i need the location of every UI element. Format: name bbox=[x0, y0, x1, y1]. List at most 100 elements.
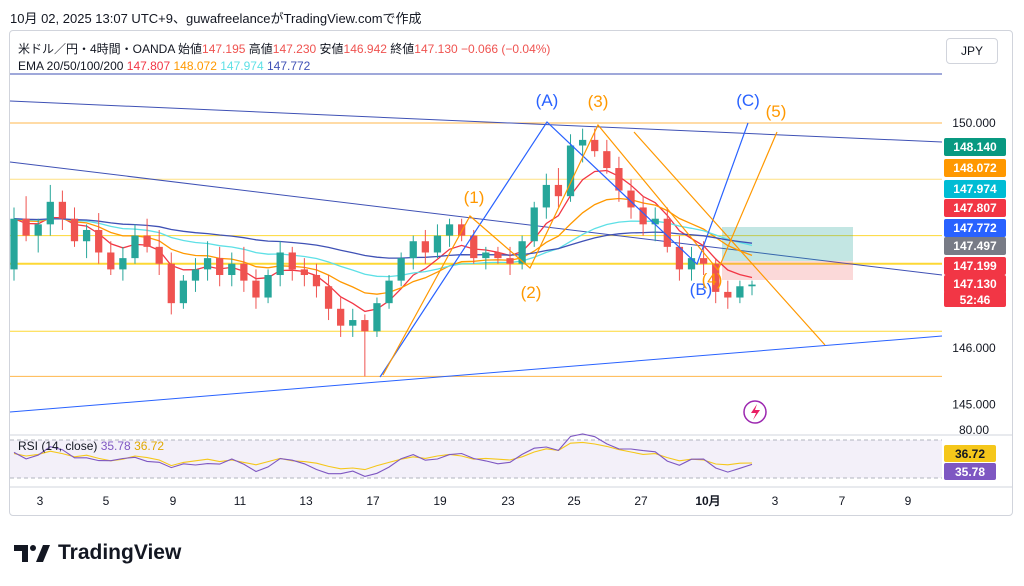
rsi-ma-tag: 36.72 bbox=[955, 447, 985, 461]
candle-body bbox=[276, 252, 284, 276]
candle-body bbox=[155, 246, 163, 264]
x-axis-tick-1: 5 bbox=[103, 494, 110, 508]
candle-body bbox=[506, 258, 514, 264]
price-tag-4: 147.772 bbox=[953, 221, 997, 235]
y-axis-tick-2: 145.000 bbox=[952, 398, 996, 412]
candle-body bbox=[397, 258, 405, 281]
ema50-value: 148.072 bbox=[173, 59, 217, 73]
wave-label-orange-0: (1) bbox=[464, 188, 485, 207]
candle-body bbox=[337, 308, 345, 326]
ema20-value: 147.807 bbox=[126, 59, 171, 73]
candle-body bbox=[82, 229, 91, 242]
candle-body bbox=[312, 275, 321, 287]
wave-label-orange-2: (3) bbox=[588, 92, 609, 111]
rsi-line bbox=[13, 433, 753, 477]
price-tag-bg-4 bbox=[944, 219, 1006, 237]
price-tag-bg-8 bbox=[944, 291, 1006, 307]
alert-bolt-icon bbox=[751, 404, 760, 420]
candle-body bbox=[10, 218, 18, 270]
candle-body bbox=[228, 263, 236, 276]
footer-brand-text: TradingView bbox=[58, 541, 182, 564]
candle-body bbox=[494, 252, 502, 259]
position-profit-zone bbox=[722, 227, 853, 261]
ema100-line bbox=[13, 218, 753, 278]
candle-body bbox=[542, 184, 550, 208]
wave-label-orange-1: (2) bbox=[521, 283, 542, 302]
candle-body bbox=[675, 246, 684, 270]
ema200-line bbox=[13, 218, 753, 259]
footer-brand: TradingView bbox=[14, 541, 181, 565]
rsi-legend-value: 35.78 bbox=[101, 439, 134, 453]
alert-icon bbox=[743, 400, 767, 424]
candle-body bbox=[458, 224, 466, 236]
price-tag-0: 148.140 bbox=[953, 140, 997, 154]
currency-button[interactable]: JPY bbox=[946, 38, 998, 64]
candle-body bbox=[639, 207, 647, 225]
candle-body bbox=[591, 139, 599, 152]
candle-body bbox=[530, 207, 538, 242]
candle-body bbox=[748, 284, 756, 287]
candle-body bbox=[687, 258, 696, 270]
candle-body bbox=[143, 235, 151, 247]
position-loss-zone bbox=[722, 261, 853, 280]
chart-frame bbox=[9, 30, 1013, 516]
candle-body bbox=[191, 269, 200, 281]
candle-body bbox=[699, 258, 708, 264]
rsi-tag: 35.78 bbox=[955, 465, 985, 479]
candle-body bbox=[119, 258, 127, 270]
candle-body bbox=[470, 235, 478, 259]
price-tag-bg-0 bbox=[944, 138, 1006, 156]
candle-body bbox=[240, 263, 248, 281]
candle-body bbox=[615, 168, 623, 191]
candle-body bbox=[107, 252, 115, 270]
ohlc-legend: 米ドル／円・4時間・OANDA 始値147.195 高値147.230 安値14… bbox=[18, 40, 550, 57]
candle-body bbox=[58, 201, 67, 219]
candle-body bbox=[252, 280, 260, 298]
price-tag-bg-3 bbox=[944, 199, 1006, 217]
wave-label-orange-4: (5) bbox=[766, 102, 787, 121]
price-tag-2: 147.974 bbox=[953, 182, 997, 196]
candle-body bbox=[264, 275, 272, 298]
x-axis-tick-12: 7 bbox=[839, 494, 846, 508]
candle-body bbox=[712, 263, 720, 292]
candle-body bbox=[46, 201, 54, 225]
y-axis-tick-1: 146.000 bbox=[952, 341, 996, 355]
candle-body bbox=[34, 224, 42, 236]
trendline-middle bbox=[9, 161, 943, 276]
wave-label-orange-3: (4) bbox=[702, 270, 723, 289]
x-axis-tick-3: 11 bbox=[234, 494, 247, 508]
symbol-label[interactable]: 米ドル／円・4時間・OANDA bbox=[18, 42, 175, 56]
x-axis-tick-8: 25 bbox=[567, 494, 581, 508]
candle-body bbox=[385, 280, 393, 304]
candle-body bbox=[518, 241, 526, 264]
price-tag-5: 147.497 bbox=[953, 239, 997, 253]
rsi-label-name: RSI (14, close) bbox=[18, 439, 101, 453]
x-axis-tick-11: 3 bbox=[772, 494, 779, 508]
close-value: 147.130 bbox=[414, 42, 458, 56]
candle-body bbox=[421, 241, 429, 253]
candle-body bbox=[373, 303, 381, 332]
candle-body bbox=[216, 258, 224, 276]
chart-attribution: 10月 02, 2025 13:07 UTC+9、guwafreelanceがT… bbox=[10, 11, 422, 26]
x-axis-tick-13: 9 bbox=[905, 494, 912, 508]
candle-body bbox=[433, 235, 442, 253]
open-value: 147.195 bbox=[202, 42, 246, 56]
candle-body bbox=[131, 235, 139, 259]
candle-body bbox=[651, 218, 659, 225]
rsi-ma-line bbox=[13, 441, 753, 471]
candle-body bbox=[409, 241, 417, 259]
candle-body bbox=[445, 224, 454, 236]
price-tag-bg-1 bbox=[944, 159, 1006, 177]
y-axis-tick-0: 150.000 bbox=[952, 116, 996, 130]
rsi-ma-tag-bg bbox=[944, 445, 996, 462]
ema-label: EMA 20/50/100/200 bbox=[18, 59, 124, 73]
high-value: 147.230 bbox=[272, 42, 317, 56]
candle-body bbox=[482, 252, 490, 259]
rsi-axis-tick: 80.00 bbox=[959, 423, 989, 437]
ema100-value: 147.974 bbox=[220, 59, 264, 73]
candle-body bbox=[324, 286, 333, 309]
ema-legend[interactable]: EMA 20/50/100/200 147.807 148.072 147.97… bbox=[18, 59, 310, 73]
trendline-upper bbox=[9, 100, 943, 143]
wave-label-blue-0: (A) bbox=[536, 91, 559, 110]
